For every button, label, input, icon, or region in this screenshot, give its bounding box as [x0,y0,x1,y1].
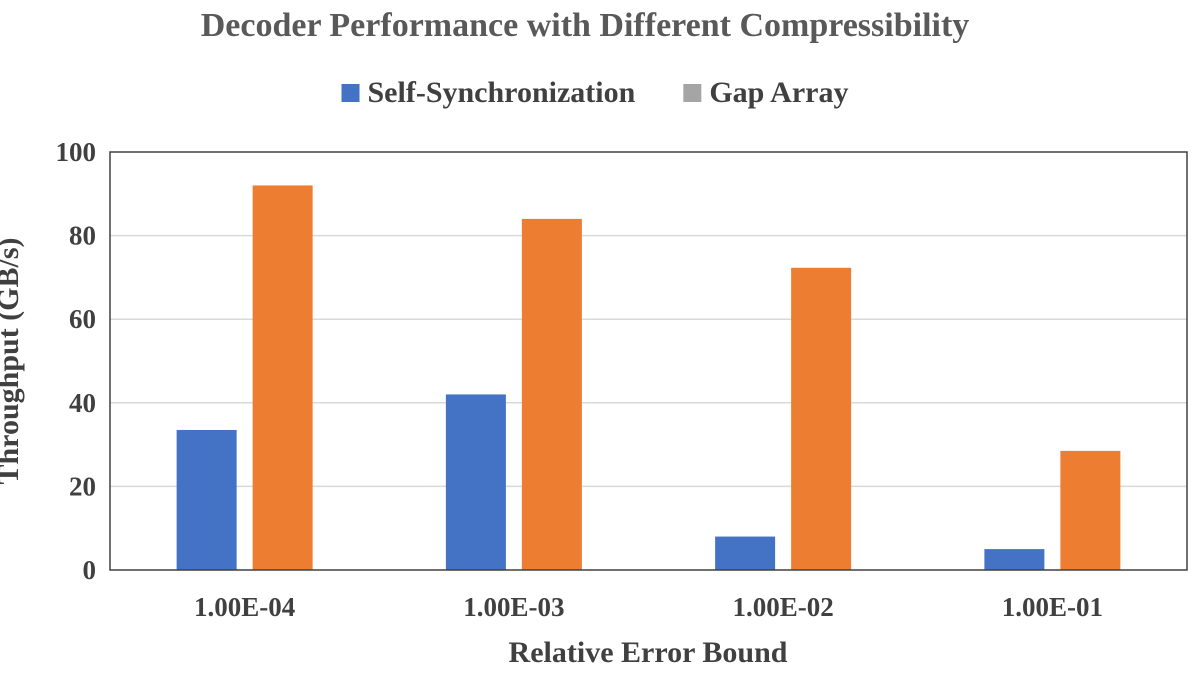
x-axis-title: Relative Error Bound [509,636,788,669]
plot-area-border [109,151,1188,571]
bar [1060,450,1121,570]
x-tick-label: 1.00E-02 [733,592,834,622]
y-tick-label: 40 [69,388,96,418]
bars [176,185,1121,570]
bar [176,429,237,570]
chart-title: Decoder Performance with Different Compr… [201,7,970,44]
legend: Self-Synchronization Gap Array [341,76,848,109]
bar [521,218,582,570]
y-tick-label: 60 [69,304,96,334]
bar [984,549,1045,570]
y-tick-label: 20 [69,471,96,501]
y-axis-title: Throughput (GB/s) [0,237,25,484]
x-tick-label: 1.00E-04 [194,592,295,622]
bar [715,536,776,570]
x-axis-ticks: 1.00E-04 1.00E-03 1.00E-02 1.00E-01 [194,592,1103,622]
bar [445,394,506,570]
legend-swatch [341,84,360,102]
y-tick-label: 100 [56,137,97,167]
y-tick-label: 80 [69,221,96,251]
legend-label: Gap Array [709,76,848,109]
y-axis-ticks: 0 20 40 60 80 100 [56,137,97,585]
legend-swatch [683,84,702,102]
y-tick-label: 0 [83,555,97,585]
legend-label: Self-Synchronization [368,76,636,109]
x-tick-label: 1.00E-03 [463,592,564,622]
x-tick-label: 1.00E-01 [1002,592,1103,622]
bar [791,267,852,570]
bar [252,185,313,570]
